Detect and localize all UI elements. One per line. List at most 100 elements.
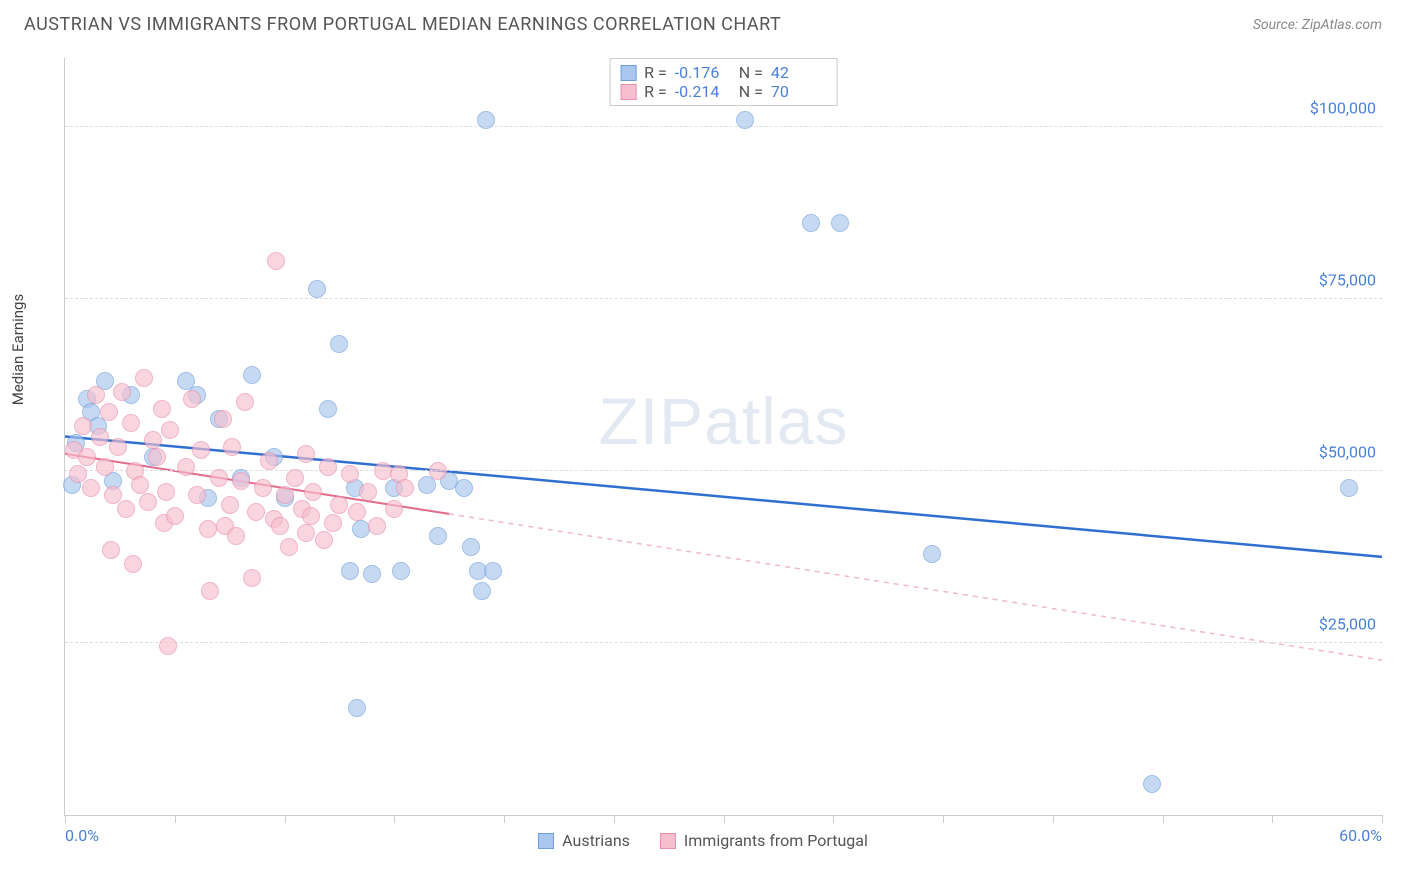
y-tick-label: $75,000 [1319, 270, 1376, 289]
data-point [330, 335, 348, 353]
data-point [392, 562, 410, 580]
x-tick [1272, 815, 1273, 823]
legend-item: Immigrants from Portugal [660, 831, 868, 850]
data-point [286, 469, 304, 487]
data-point [78, 448, 96, 466]
data-point [341, 562, 359, 580]
data-point [368, 517, 386, 535]
legend-swatch [620, 84, 636, 100]
data-point [462, 538, 480, 556]
x-tick [833, 815, 834, 823]
data-point [319, 400, 337, 418]
data-point [477, 111, 495, 129]
data-point [135, 369, 153, 387]
gridline [65, 470, 1382, 471]
data-point [148, 448, 166, 466]
data-point [260, 452, 278, 470]
data-point [429, 527, 447, 545]
stat-row: R = -0.176N = 42 [620, 63, 827, 82]
y-tick-label: $50,000 [1319, 442, 1376, 461]
data-point [802, 214, 820, 232]
watermark: ZIPatlas [598, 383, 848, 459]
legend-swatch [660, 833, 676, 849]
data-point [161, 421, 179, 439]
source-attribution: Source: ZipAtlas.com [1253, 17, 1382, 33]
legend-label: Immigrants from Portugal [684, 831, 868, 850]
x-tick [1382, 815, 1383, 823]
data-point [236, 393, 254, 411]
data-point [201, 582, 219, 600]
data-point [308, 280, 326, 298]
data-point [232, 472, 250, 490]
data-point [122, 414, 140, 432]
data-point [153, 400, 171, 418]
x-tick [175, 815, 176, 823]
data-point [276, 486, 294, 504]
data-point [96, 458, 114, 476]
data-point [923, 545, 941, 563]
data-point [188, 486, 206, 504]
trend-lines [65, 58, 1382, 815]
data-point [192, 441, 210, 459]
data-point [280, 538, 298, 556]
data-point [254, 479, 272, 497]
data-point [385, 500, 403, 518]
legend-label: Austrians [562, 831, 630, 850]
data-point [221, 496, 239, 514]
data-point [297, 445, 315, 463]
data-point [91, 428, 109, 446]
data-point [736, 111, 754, 129]
data-point [131, 476, 149, 494]
data-point [177, 458, 195, 476]
plot-area: ZIPatlas R = -0.176N = 42R = -0.214N = 7… [64, 58, 1382, 816]
data-point [1340, 479, 1358, 497]
x-tick [504, 815, 505, 823]
data-point [100, 403, 118, 421]
data-point [87, 386, 105, 404]
data-point [102, 541, 120, 559]
x-tick [394, 815, 395, 823]
x-tick [285, 815, 286, 823]
data-point [139, 493, 157, 511]
data-point [214, 410, 232, 428]
data-point [341, 465, 359, 483]
stat-row: R = -0.214N = 70 [620, 82, 827, 101]
data-point [166, 507, 184, 525]
x-tick [1163, 815, 1164, 823]
data-point [109, 438, 127, 456]
data-point [315, 531, 333, 549]
x-tick [943, 815, 944, 823]
y-tick-label: $25,000 [1319, 614, 1376, 633]
legend-swatch [538, 833, 554, 849]
data-point [302, 507, 320, 525]
data-point [831, 214, 849, 232]
y-axis-label: Median Earnings [9, 294, 27, 405]
data-point [359, 483, 377, 501]
data-point [74, 417, 92, 435]
data-point [82, 479, 100, 497]
chart-title: AUSTRIAN VS IMMIGRANTS FROM PORTUGAL MED… [24, 14, 781, 35]
data-point [144, 431, 162, 449]
data-point [348, 503, 366, 521]
header: AUSTRIAN VS IMMIGRANTS FROM PORTUGAL MED… [0, 0, 1406, 43]
data-point [183, 390, 201, 408]
data-point [243, 366, 261, 384]
gridline [65, 642, 1382, 643]
data-point [324, 514, 342, 532]
data-point [157, 483, 175, 501]
data-point [363, 565, 381, 583]
correlation-stats-box: R = -0.176N = 42R = -0.214N = 70 [609, 58, 838, 106]
data-point [396, 479, 414, 497]
x-tick [724, 815, 725, 823]
data-point [304, 483, 322, 501]
data-point [429, 462, 447, 480]
data-point [297, 524, 315, 542]
legend-item: Austrians [538, 831, 630, 850]
data-point [124, 555, 142, 573]
data-point [223, 438, 241, 456]
data-point [348, 699, 366, 717]
chart-container: Median Earnings ZIPatlas R = -0.176N = 4… [24, 48, 1382, 856]
data-point [473, 582, 491, 600]
y-tick-label: $100,000 [1310, 98, 1376, 117]
data-point [159, 637, 177, 655]
